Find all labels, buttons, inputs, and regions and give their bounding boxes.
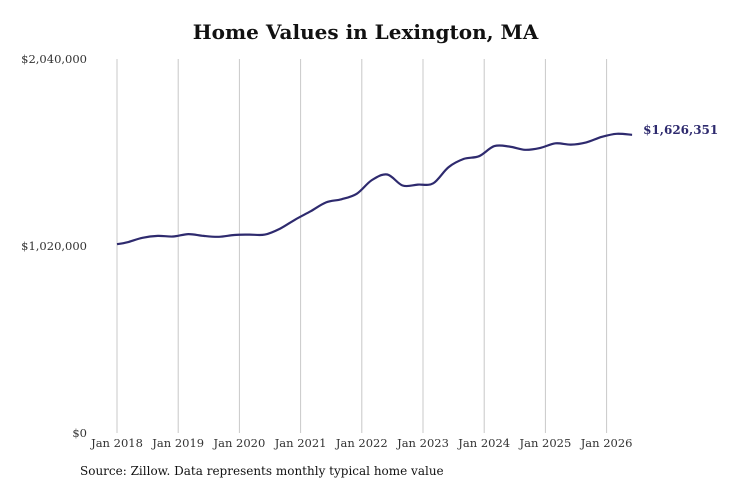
x-tick-label: Jan 2023 (396, 436, 449, 450)
grid-lines (116, 59, 608, 433)
chart-title: Home Values in Lexington, MA (192, 20, 539, 44)
x-tick-label: Jan 2022 (335, 436, 388, 450)
x-tick-label: Jan 2021 (274, 436, 327, 450)
x-tick-label: Jan 2018 (90, 436, 143, 450)
x-tick-label: Jan 2026 (580, 436, 633, 450)
source-note: Source: Zillow. Data represents monthly … (80, 464, 444, 478)
y-tick-label: $0 (72, 426, 87, 440)
x-tick-label: Jan 2025 (519, 436, 572, 450)
x-tick-label: Jan 2020 (213, 436, 266, 450)
y-tick-label: $2,040,000 (21, 52, 87, 66)
y-axis: $0 $1,020,000 $2,040,000 (21, 52, 87, 440)
end-value-label: $1,626,351 (643, 123, 718, 137)
series-line-home-value (116, 132, 633, 246)
x-tick-label: Jan 2019 (151, 436, 204, 450)
y-tick-label: $1,020,000 (21, 239, 87, 253)
x-tick-label: Jan 2024 (457, 436, 510, 450)
x-axis: Jan 2018 Jan 2019 Jan 2020 Jan 2021 Jan 2022… (90, 436, 632, 450)
